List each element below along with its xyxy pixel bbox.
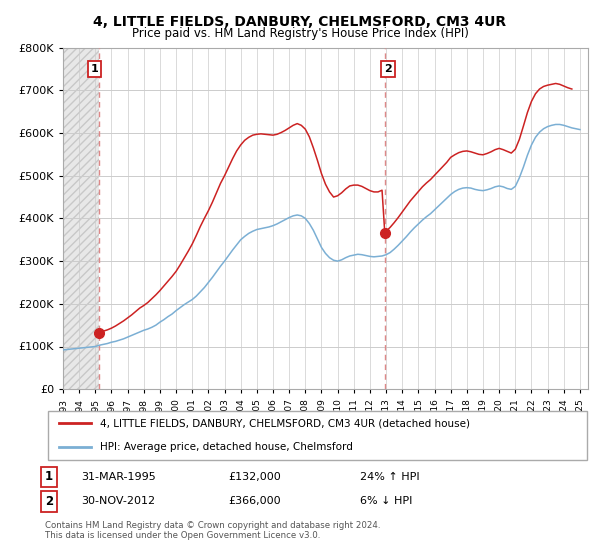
Text: 4, LITTLE FIELDS, DANBURY, CHELMSFORD, CM3 4UR (detached house): 4, LITTLE FIELDS, DANBURY, CHELMSFORD, C… — [100, 418, 470, 428]
Text: 6% ↓ HPI: 6% ↓ HPI — [360, 496, 412, 506]
Text: 30-NOV-2012: 30-NOV-2012 — [81, 496, 155, 506]
Text: 2: 2 — [384, 64, 392, 74]
Text: 24% ↑ HPI: 24% ↑ HPI — [360, 472, 419, 482]
Text: £366,000: £366,000 — [228, 496, 281, 506]
Text: 1: 1 — [91, 64, 98, 74]
Text: HPI: Average price, detached house, Chelmsford: HPI: Average price, detached house, Chel… — [100, 442, 352, 452]
Text: 4, LITTLE FIELDS, DANBURY, CHELMSFORD, CM3 4UR: 4, LITTLE FIELDS, DANBURY, CHELMSFORD, C… — [94, 15, 506, 29]
Text: 31-MAR-1995: 31-MAR-1995 — [81, 472, 156, 482]
FancyBboxPatch shape — [48, 411, 587, 460]
Text: 2: 2 — [45, 495, 53, 508]
Bar — [63, 48, 100, 389]
Text: Price paid vs. HM Land Registry's House Price Index (HPI): Price paid vs. HM Land Registry's House … — [131, 27, 469, 40]
Text: Contains HM Land Registry data © Crown copyright and database right 2024.
This d: Contains HM Land Registry data © Crown c… — [45, 521, 380, 540]
Text: 1: 1 — [45, 470, 53, 483]
Text: £132,000: £132,000 — [228, 472, 281, 482]
